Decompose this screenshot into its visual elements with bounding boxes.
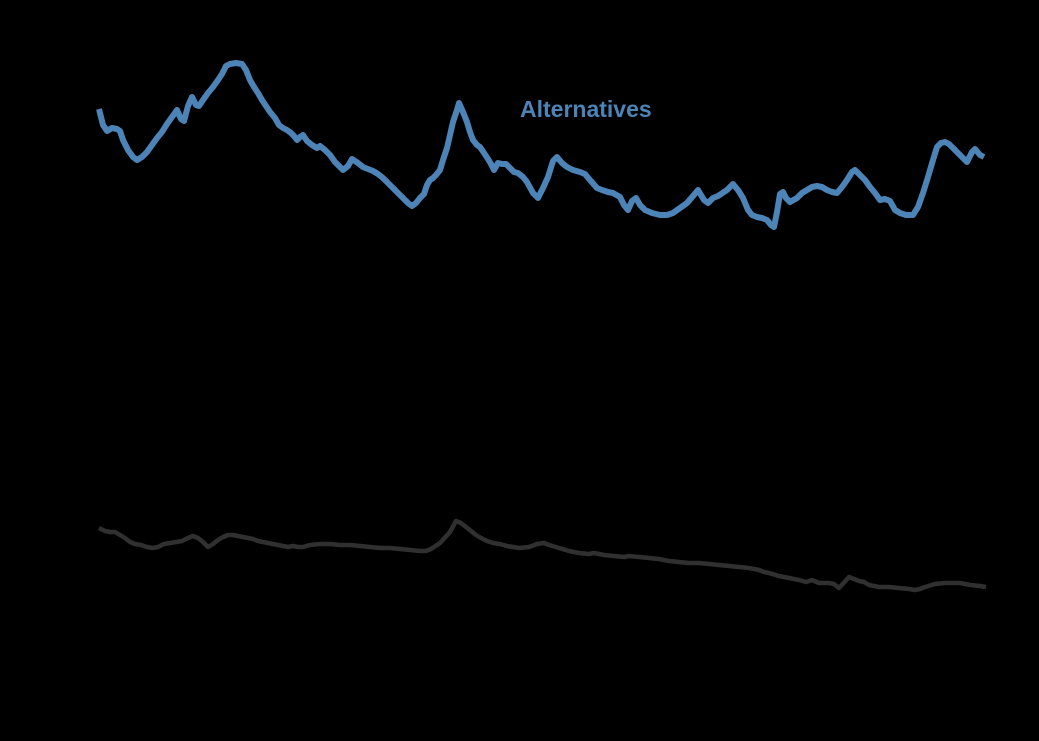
alternatives-label: Alternatives	[520, 96, 652, 122]
alternatives-line	[96, 60, 986, 230]
unlabeled-dark-line	[97, 518, 987, 593]
